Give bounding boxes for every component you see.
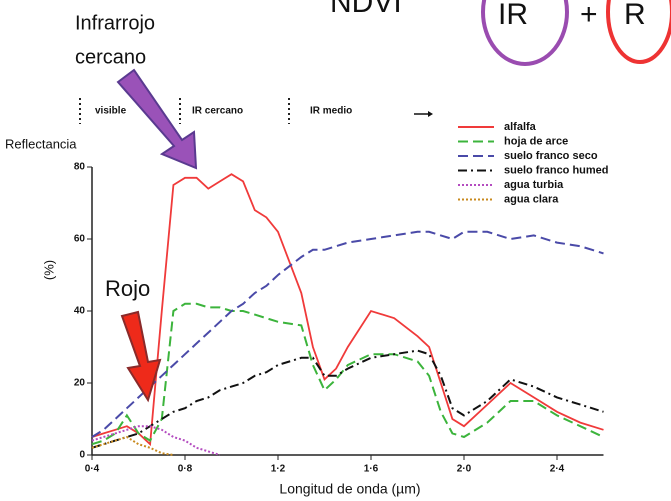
legend-label: hoja de arce bbox=[504, 135, 568, 147]
series-line bbox=[91, 230, 604, 438]
y-title: Reflectancia bbox=[5, 136, 77, 151]
arrow bbox=[116, 68, 198, 170]
series-line bbox=[91, 302, 604, 446]
legend-label: suelo franco humed bbox=[504, 164, 609, 176]
y-label: (%) bbox=[41, 260, 56, 280]
formula-term: IR bbox=[498, 0, 528, 31]
plot-area: 0 20 40 60 80 0·4 0·8 1·2 1·6 2·0 2·4 bbox=[74, 162, 604, 475]
x-tick-label: 0·8 bbox=[178, 464, 193, 475]
x-label: Longitud de onda (µm) bbox=[279, 481, 420, 497]
x-tick-label: 2·0 bbox=[457, 464, 472, 475]
formula-lhs: NDVI bbox=[330, 0, 402, 19]
region-label: visible bbox=[95, 106, 127, 117]
region-label: IR cercano bbox=[192, 106, 243, 117]
series-line bbox=[91, 435, 174, 456]
series-line bbox=[91, 173, 604, 447]
r-circle bbox=[606, 0, 671, 64]
x-tick-label: 1·6 bbox=[364, 464, 379, 475]
region-label: IR medio bbox=[310, 106, 352, 117]
series-line bbox=[91, 349, 604, 449]
y-tick-label: 20 bbox=[74, 378, 86, 389]
arrow bbox=[120, 310, 162, 403]
ir-circle bbox=[481, 0, 569, 66]
y-tick-label: 40 bbox=[74, 306, 86, 317]
y-tick-label: 0 bbox=[79, 450, 85, 461]
legend-label: suelo franco seco bbox=[504, 150, 598, 162]
annotation: cercano bbox=[75, 46, 146, 68]
x-tick-label: 1·2 bbox=[271, 464, 286, 475]
legend-label: agua clara bbox=[504, 193, 559, 205]
formula-term: + bbox=[580, 0, 598, 31]
formula-term: R bbox=[624, 0, 646, 31]
y-tick-label: 80 bbox=[74, 162, 86, 173]
x-tick-label: 2·4 bbox=[550, 464, 565, 475]
x-tick-label: 0·4 bbox=[85, 464, 100, 475]
y-tick-label: 60 bbox=[74, 234, 86, 245]
legend-label: agua turbia bbox=[504, 179, 564, 191]
annotation: Infrarrojo bbox=[75, 12, 155, 34]
region-arrow-head bbox=[428, 111, 433, 117]
annotation: Rojo bbox=[105, 276, 150, 301]
legend-label: alfalfa bbox=[504, 121, 537, 133]
